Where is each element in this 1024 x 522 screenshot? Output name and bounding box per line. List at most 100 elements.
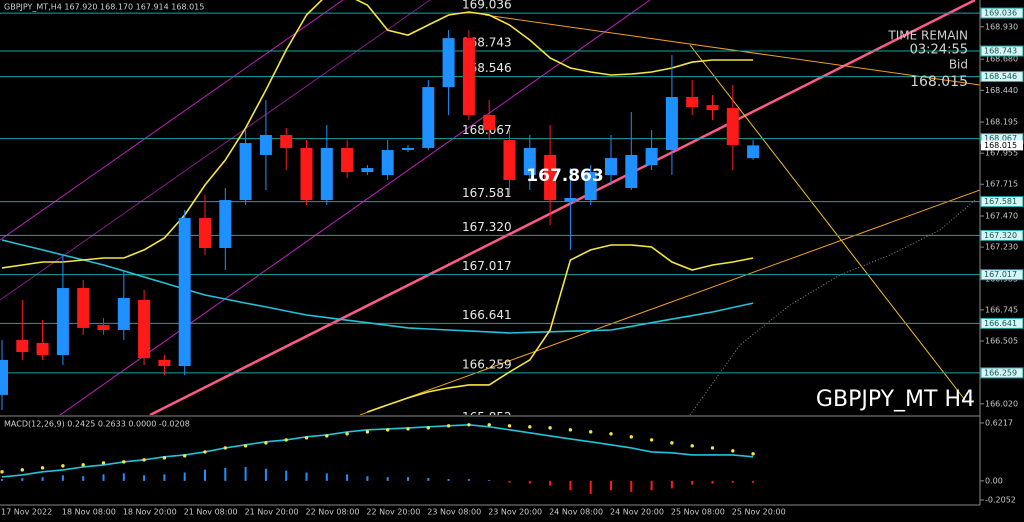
y-tick-label: 166.020 [985, 399, 1018, 408]
histogram-bar [488, 479, 491, 481]
x-tick-label: 25 Nov 20:00 [732, 508, 786, 517]
signal-dot [243, 444, 248, 448]
candle-body [706, 105, 719, 111]
level-box-label: 168.743 [984, 47, 1017, 56]
level-label: 169.036 [462, 0, 512, 12]
candle-body [544, 154, 557, 201]
histogram-bar [1, 479, 3, 481]
channel-line [59, 0, 651, 415]
histogram-bar [325, 473, 328, 481]
histogram-bar [752, 480, 755, 483]
histogram-bar [285, 470, 288, 481]
histogram-bar [366, 476, 369, 481]
histogram-bar [447, 479, 450, 481]
signal-dot [487, 423, 491, 427]
candle-body [625, 154, 638, 189]
histogram-bar [549, 480, 552, 486]
time-remain: 03:24:55 [910, 43, 968, 58]
histogram-bar [610, 480, 612, 491]
y-tick-label: 167.955 [985, 149, 1018, 158]
trend-line [484, 14, 980, 86]
histogram-bar [143, 475, 146, 481]
histogram-bar [41, 477, 44, 481]
x-tick-label: 24 Nov 20:00 [610, 508, 664, 517]
histogram-bar [204, 469, 206, 481]
histogram-bar [731, 480, 734, 483]
x-tick-label: 21 Nov 08:00 [184, 508, 238, 517]
signal-dot [731, 449, 735, 453]
level-box [980, 269, 1024, 281]
histogram-bar [407, 477, 409, 481]
x-tick-label: 18 Nov 20:00 [123, 508, 177, 517]
histogram-bar [386, 477, 389, 481]
trend-line [149, 0, 976, 415]
signal-dot [284, 438, 288, 442]
x-tick-label: 24 Nov 08:00 [549, 508, 603, 517]
candle-body [381, 150, 394, 176]
candle-body [645, 147, 658, 166]
level-box [980, 367, 1024, 379]
signal-dot [304, 436, 309, 440]
candle-body [665, 97, 678, 151]
candle-body [138, 299, 151, 358]
histogram-bar [711, 480, 714, 484]
signal-dot [345, 432, 349, 436]
signal-dot [406, 427, 410, 431]
level-box-label: 168.546 [984, 72, 1017, 81]
macd-title: MACD(12,26,9) 0.2425 0.2633 0.0000 -0.02… [4, 420, 190, 429]
signal-dot [528, 425, 532, 429]
histogram-bar [21, 478, 24, 481]
level-label: 166.259 [462, 357, 512, 371]
level-box-label: 169.036 [984, 9, 1017, 18]
level-label: 167.017 [462, 259, 512, 273]
y-tick-label: 166.745 [985, 305, 1018, 314]
candle-body [199, 218, 211, 248]
histogram-bar [305, 472, 308, 481]
candle-body [361, 168, 374, 173]
indicator-line [367, 244, 754, 413]
x-tick-label: 21 Nov 20:00 [245, 508, 299, 517]
histogram-bar [82, 476, 85, 481]
y-tick-label: 168.930 [985, 22, 1018, 31]
bid-box [981, 140, 1023, 151]
y-tick-label: 167.715 [985, 180, 1018, 189]
y-tick-label: 167.470 [985, 211, 1018, 220]
channel-line [0, 0, 431, 301]
histogram-bar [122, 473, 125, 481]
x-tick-label: 17 Nov 2022 [1, 508, 52, 517]
candle-body [259, 135, 272, 155]
signal-dot [20, 468, 24, 472]
y-tick-label: 168.195 [985, 118, 1018, 127]
trend-line [359, 189, 980, 415]
level-box [980, 45, 1024, 57]
level-box-label: 167.581 [984, 197, 1017, 206]
x-tick-label: 18 Nov 08:00 [62, 508, 116, 517]
signal-dot [325, 434, 329, 438]
histogram-bar [183, 472, 186, 481]
y-tick-label: 167.230 [985, 243, 1018, 252]
signal-dot [264, 441, 268, 445]
trend-line [689, 44, 966, 401]
signal-dot [589, 430, 593, 434]
level-box [980, 7, 1024, 19]
histogram-bar [528, 480, 531, 484]
bid-price: 168.015 [910, 74, 968, 90]
level-box-label: 167.320 [984, 231, 1017, 240]
y-tick-label: 0.6217 [985, 418, 1013, 427]
candle-body [56, 288, 69, 356]
signal-dot [101, 461, 106, 465]
y-tick-label: 0.00 [985, 476, 1003, 485]
candle-body [239, 143, 252, 201]
level-box-label: 168.067 [984, 134, 1017, 143]
x-tick-label: 25 Nov 08:00 [671, 508, 725, 517]
candle-body [219, 200, 232, 248]
candle-body [77, 288, 90, 328]
y-tick-label: 168.440 [985, 86, 1018, 95]
candle-body [726, 108, 739, 145]
candle-body [747, 145, 760, 159]
time-remain-label: TIME REMAIN [887, 29, 968, 43]
histogram-bar [691, 480, 694, 485]
